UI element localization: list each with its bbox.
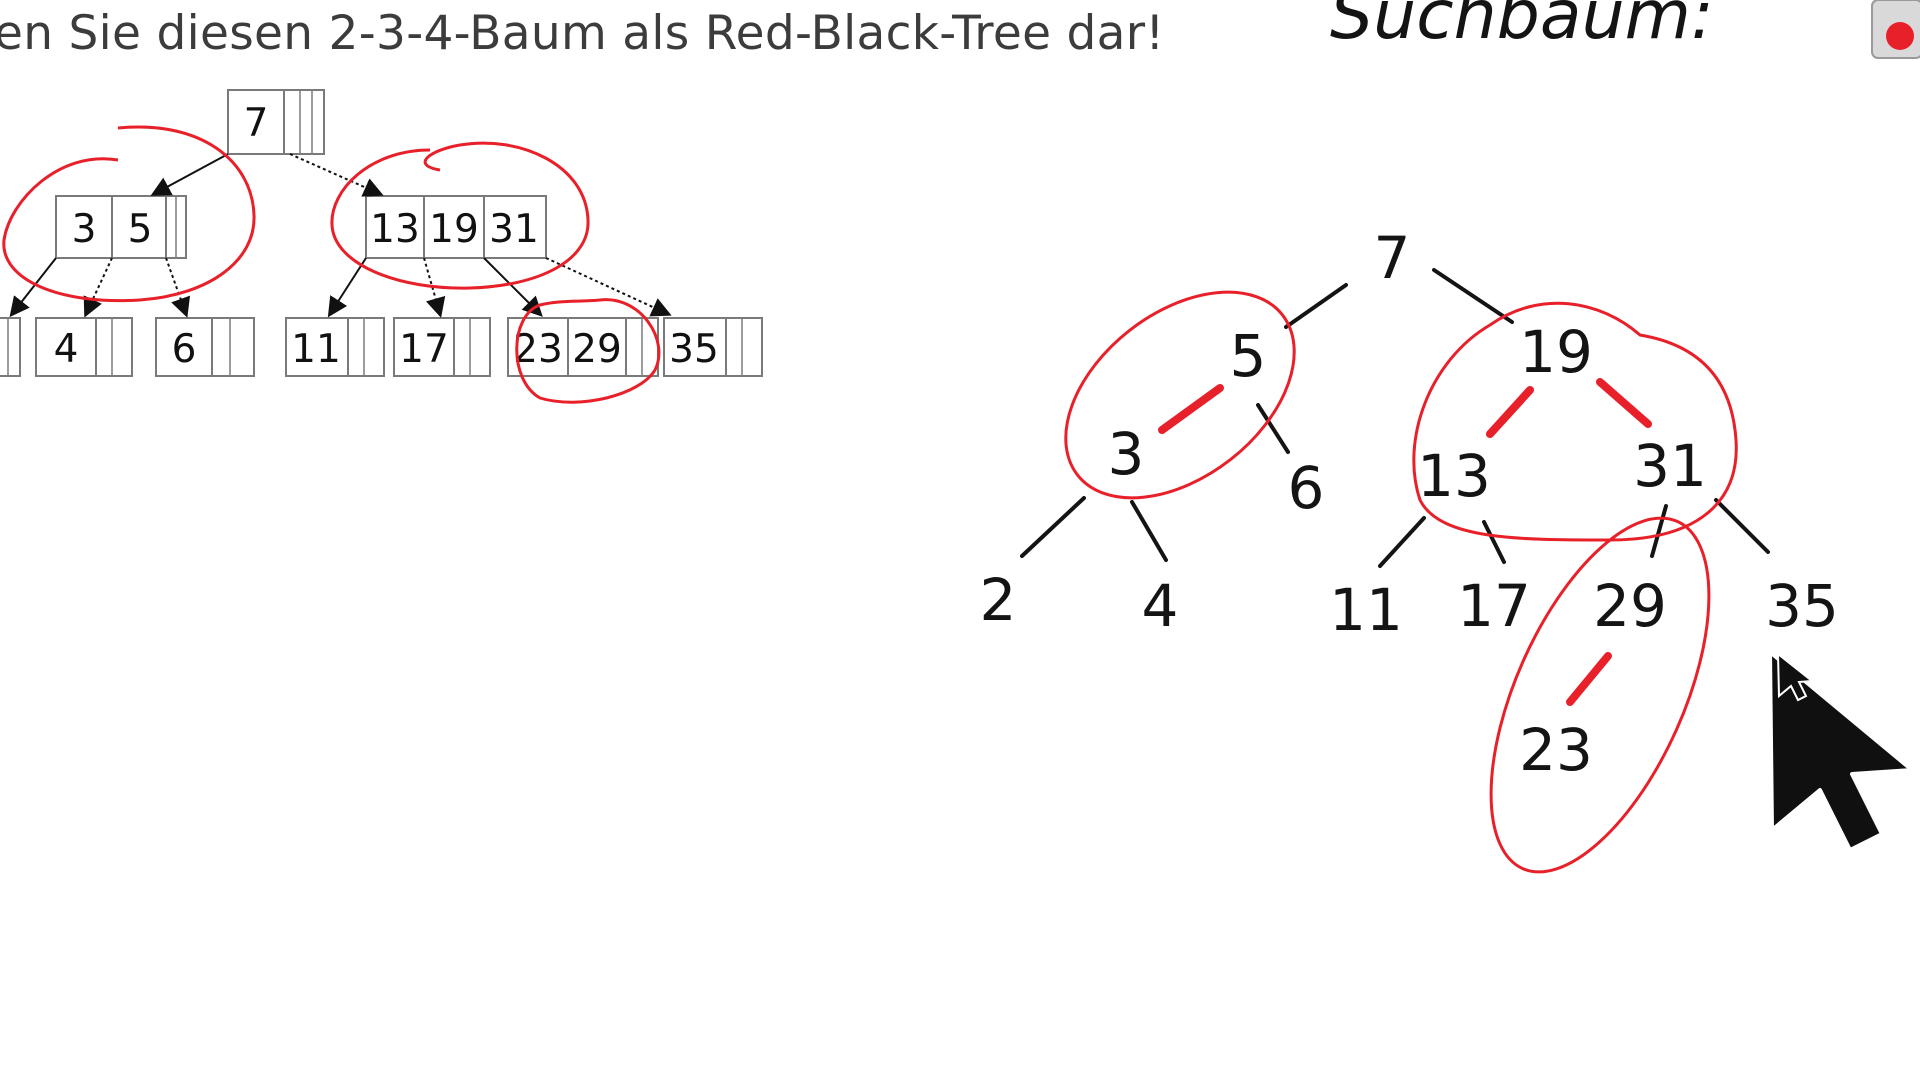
node-key: 19: [429, 207, 479, 252]
node-key: 3: [72, 207, 97, 252]
task-heading: en Sie diesen 2-3-4-Baum als Red-Black-T…: [0, 6, 1165, 61]
rb-black-edges: [1020, 268, 1770, 568]
node-root-234: 7: [227, 89, 325, 155]
rb-node-labels: 7 5 3 6 2 4 19 13 31 11 17 29 23 35: [980, 224, 1839, 784]
rb-node-label: 2: [980, 566, 1017, 634]
rb-node-label: 17: [1457, 572, 1531, 640]
tree-234: 7 3 5 13 19 31: [0, 89, 763, 404]
leaf-key: 23: [513, 327, 563, 372]
rb-node-label: 7: [1374, 224, 1411, 292]
app-icon: [1871, 0, 1920, 59]
node-key: 5: [128, 207, 153, 252]
rb-node-label: 5: [1230, 322, 1267, 390]
node-key: 31: [489, 207, 539, 252]
handwritten-label: Suchbaum:: [1330, 0, 1714, 55]
rb-node-label: 3: [1108, 420, 1145, 488]
tree-234-annotations: [2, 125, 661, 404]
node-key: 7: [244, 101, 269, 146]
rb-node-label: 29: [1593, 572, 1667, 640]
leaf-key: 29: [572, 327, 622, 372]
mouse-cursor-icon: [1768, 650, 1914, 852]
leaf-key: 17: [399, 327, 449, 372]
rb-node-label: 19: [1519, 318, 1593, 386]
red-black-tree: 7 5 3 6 2 4 19 13 31 11 17 29 23 35: [980, 224, 1839, 874]
rb-group-ellipses: [1064, 290, 1738, 874]
rb-node-label: 23: [1519, 716, 1593, 784]
leaf-key: 6: [172, 327, 197, 372]
leaf-key: 35: [669, 327, 719, 372]
leaf-key: 4: [54, 327, 79, 372]
node-13-19-31-234: 13 19 31: [365, 195, 547, 259]
rb-red-edges: [1158, 378, 1652, 706]
rb-node-label: 11: [1329, 576, 1403, 644]
leaf-row-234: 4 6 11 17 23 29: [0, 317, 763, 377]
rb-node-label: 13: [1417, 442, 1491, 510]
tree-234-pointers: [9, 153, 672, 318]
rb-node-label: 4: [1142, 572, 1179, 640]
node-3-5-234: 3 5: [55, 195, 187, 259]
rb-node-label: 35: [1765, 572, 1839, 640]
node-key: 13: [370, 207, 420, 252]
leaf-key: 11: [291, 327, 341, 372]
rb-node-label: 31: [1633, 432, 1707, 500]
rb-node-label: 6: [1288, 454, 1325, 522]
